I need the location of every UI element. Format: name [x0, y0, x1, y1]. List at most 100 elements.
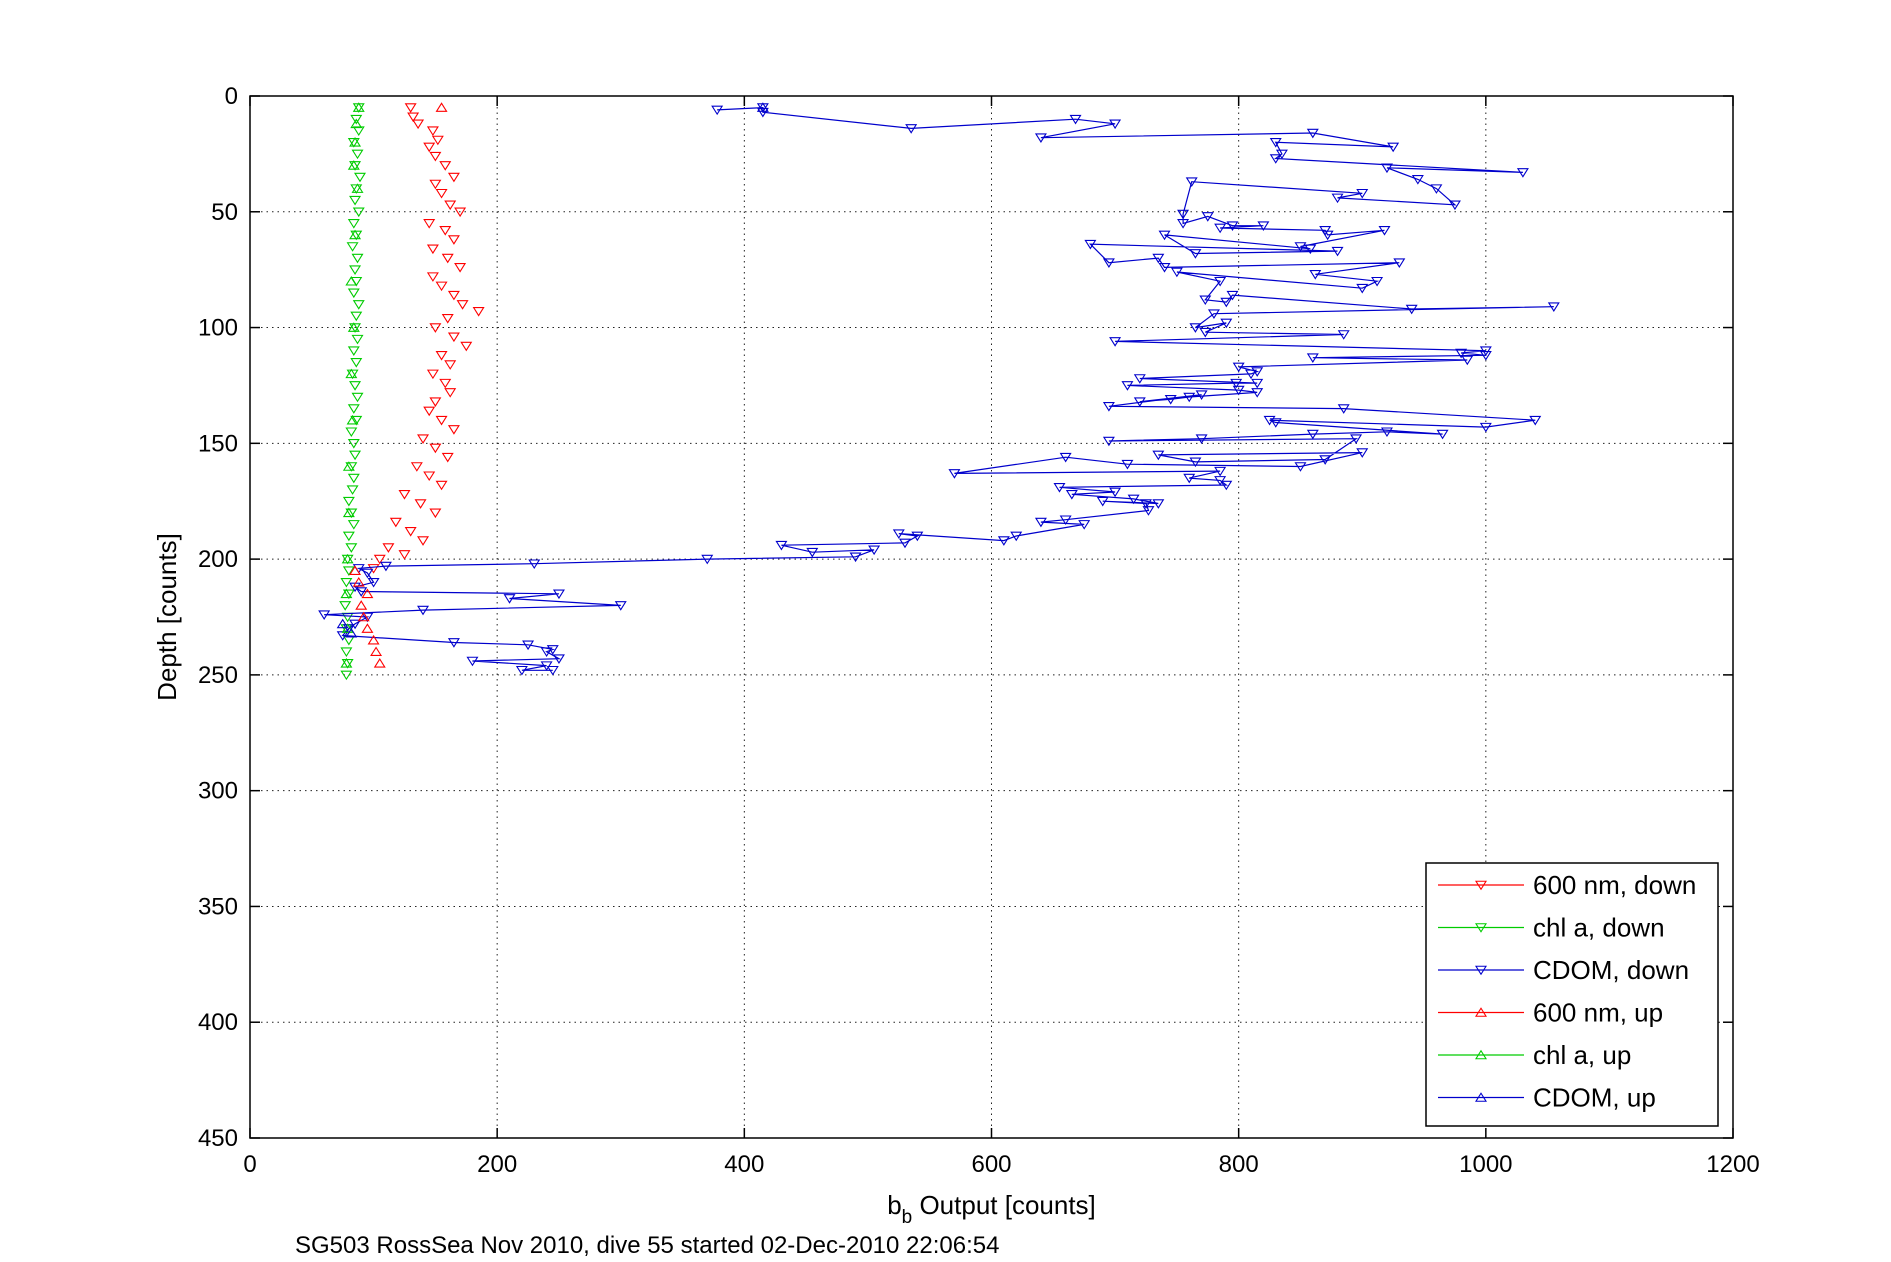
data-point	[349, 137, 362, 147]
data-point	[1306, 429, 1319, 440]
data-point	[1461, 355, 1474, 366]
data-point	[898, 538, 911, 549]
data-point	[342, 566, 355, 576]
data-point	[340, 577, 353, 588]
data-point	[347, 473, 360, 484]
y-tick-label: 400	[198, 1009, 238, 1036]
figure-caption: SG503 RossSea Nov 2010, dive 55 started …	[295, 1232, 999, 1259]
data-point	[429, 151, 442, 162]
data-point	[435, 480, 448, 491]
legend-box	[1425, 862, 1719, 1127]
legend-label: CDOM, down	[1533, 955, 1689, 985]
data-point	[1393, 258, 1406, 269]
data-point	[350, 357, 363, 368]
data-point	[1269, 154, 1282, 164]
data-point	[340, 647, 353, 658]
data-point	[444, 200, 457, 211]
data-point	[361, 623, 374, 633]
data-point	[1158, 230, 1171, 241]
data-point	[1133, 374, 1146, 384]
data-point	[454, 207, 467, 218]
data-point	[361, 588, 374, 599]
data-point	[756, 107, 769, 118]
data-point	[1177, 209, 1190, 220]
data-point	[429, 508, 442, 519]
data-point	[1257, 221, 1270, 231]
y-tick-label: 450	[198, 1125, 238, 1152]
data-point	[412, 119, 425, 130]
data-point	[404, 527, 417, 537]
data-point	[346, 242, 359, 252]
legend-marker	[1475, 880, 1487, 891]
data-point	[1121, 459, 1134, 470]
data-point	[341, 623, 354, 633]
data-point	[1152, 499, 1165, 509]
data-point	[423, 142, 436, 153]
data-point	[349, 565, 362, 575]
data-point	[1306, 353, 1319, 363]
legend: 600 nm, down chl a, down CDOM, down 600 nm,…	[1425, 862, 1719, 1127]
data-point	[1245, 369, 1258, 380]
data-point	[435, 351, 448, 361]
data-point	[349, 195, 362, 206]
data-point	[849, 552, 862, 563]
data-point	[1448, 200, 1461, 211]
data-point	[426, 126, 439, 137]
data-point	[352, 300, 365, 310]
data-point	[503, 594, 516, 604]
data-point	[1337, 330, 1350, 340]
data-point	[439, 226, 452, 236]
data-point	[1195, 390, 1208, 400]
data-point	[1034, 517, 1047, 528]
data-point	[1479, 346, 1492, 356]
data-point	[353, 172, 366, 183]
data-point	[1516, 168, 1529, 178]
x-axis-label-rest: Output [counts]	[912, 1190, 1096, 1220]
data-point	[1294, 242, 1307, 252]
data-point	[528, 559, 541, 570]
data-point	[351, 253, 364, 264]
data-point	[1430, 184, 1443, 194]
data-point	[340, 658, 353, 668]
data-point	[357, 611, 370, 622]
data-point	[1529, 415, 1542, 426]
data-point	[347, 219, 360, 229]
data-point	[1321, 230, 1334, 241]
data-point	[614, 601, 627, 611]
data-point	[341, 553, 354, 564]
data-point	[373, 554, 386, 565]
data-point	[460, 341, 473, 352]
data-point	[439, 378, 452, 389]
data-point	[350, 118, 363, 129]
data-point	[351, 183, 364, 193]
data-point	[997, 536, 1010, 546]
y-axis-label: Depth [counts]	[152, 533, 182, 701]
data-point	[435, 281, 448, 292]
data-point	[346, 485, 359, 495]
data-point	[466, 656, 479, 667]
data-point	[398, 550, 411, 560]
data-point	[347, 160, 360, 170]
data-point	[431, 135, 444, 146]
data-point	[454, 263, 467, 273]
data-point	[342, 496, 355, 507]
data-point	[349, 619, 362, 630]
data-point	[1220, 318, 1233, 329]
data-point	[540, 647, 553, 658]
data-point	[1356, 188, 1369, 199]
legend-label: chl a, up	[1533, 1040, 1631, 1070]
x-axis-label-subscript: b	[902, 1207, 913, 1228]
legend-label: chl a, down	[1533, 913, 1665, 943]
data-point	[349, 323, 362, 333]
series-600-nm-up	[349, 102, 448, 668]
data-point	[336, 618, 349, 629]
data-point	[347, 439, 360, 449]
data-point	[347, 404, 360, 414]
data-point	[1230, 378, 1243, 389]
data-point	[447, 290, 460, 301]
data-point	[447, 172, 460, 183]
data-point	[347, 322, 360, 332]
data-point	[349, 229, 362, 240]
data-point	[1084, 239, 1097, 250]
